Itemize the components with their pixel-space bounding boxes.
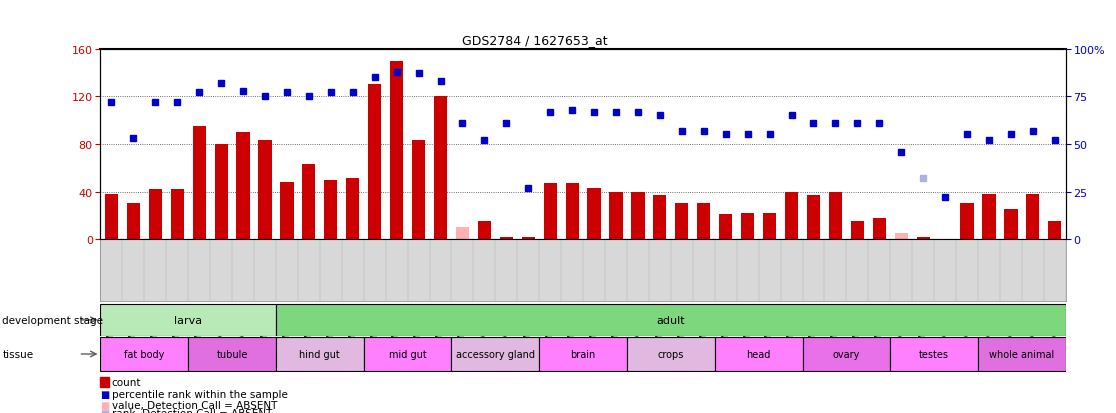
Bar [632,192,645,240]
Bar [364,337,452,371]
Text: whole animal: whole animal [989,349,1055,359]
Bar [891,337,978,371]
Text: ■: ■ [100,408,109,413]
Bar [280,183,294,240]
Bar [802,337,891,371]
Bar [389,62,403,240]
Text: accessory gland: accessory gland [455,349,535,359]
Bar [500,237,513,240]
Bar [368,85,382,240]
Bar [873,218,886,240]
Bar [259,141,271,240]
Bar [189,337,276,371]
Text: ■: ■ [100,400,109,410]
Text: larva: larva [174,315,202,325]
Text: tissue: tissue [2,349,33,359]
Bar [895,234,907,240]
Bar [675,204,689,240]
Bar [412,141,425,240]
Bar [698,204,711,240]
Bar [276,337,364,371]
Bar [741,214,754,240]
Bar [521,237,535,240]
Bar [434,97,448,240]
Text: development stage: development stage [2,315,104,325]
Bar [714,337,802,371]
Text: mid gut: mid gut [388,349,426,359]
Bar [763,214,776,240]
Bar [543,184,557,240]
Bar [478,222,491,240]
Text: value, Detection Call = ABSENT: value, Detection Call = ABSENT [112,400,277,410]
Text: testes: testes [920,349,949,359]
Bar [850,222,864,240]
Bar [539,337,627,371]
Bar [237,133,250,240]
Bar [916,237,930,240]
Bar [171,190,184,240]
Bar [978,337,1066,371]
Bar [807,196,820,240]
Text: adult: adult [656,315,685,325]
Bar [1048,222,1061,240]
Bar [325,180,337,240]
Bar [1004,210,1018,240]
Bar [719,215,732,240]
Text: percentile rank within the sample: percentile rank within the sample [112,389,288,399]
Bar [455,228,469,240]
Bar [127,204,140,240]
Bar [653,196,666,240]
Text: fat body: fat body [124,349,164,359]
Bar [785,192,798,240]
Bar [1027,195,1039,240]
Bar [829,192,841,240]
Text: hind gut: hind gut [299,349,340,359]
Title: GDS2784 / 1627653_at: GDS2784 / 1627653_at [462,34,607,47]
Text: tubule: tubule [217,349,248,359]
Text: ■: ■ [100,389,109,399]
Bar [148,190,162,240]
Bar [100,304,276,336]
Bar [627,337,714,371]
Bar [193,127,205,240]
Bar [105,195,118,240]
Text: rank, Detection Call = ABSENT: rank, Detection Call = ABSENT [112,408,272,413]
Text: crops: crops [657,349,684,359]
Bar [566,184,579,240]
Bar [587,188,600,240]
Text: head: head [747,349,771,359]
Bar [276,304,1066,336]
Bar [452,337,539,371]
Bar [961,204,973,240]
Text: count: count [112,377,141,387]
Text: brain: brain [570,349,596,359]
Bar [100,337,189,371]
Text: ovary: ovary [833,349,860,359]
Bar [982,195,995,240]
Bar [214,145,228,240]
Bar [346,179,359,240]
Bar [302,165,316,240]
Bar [609,192,623,240]
